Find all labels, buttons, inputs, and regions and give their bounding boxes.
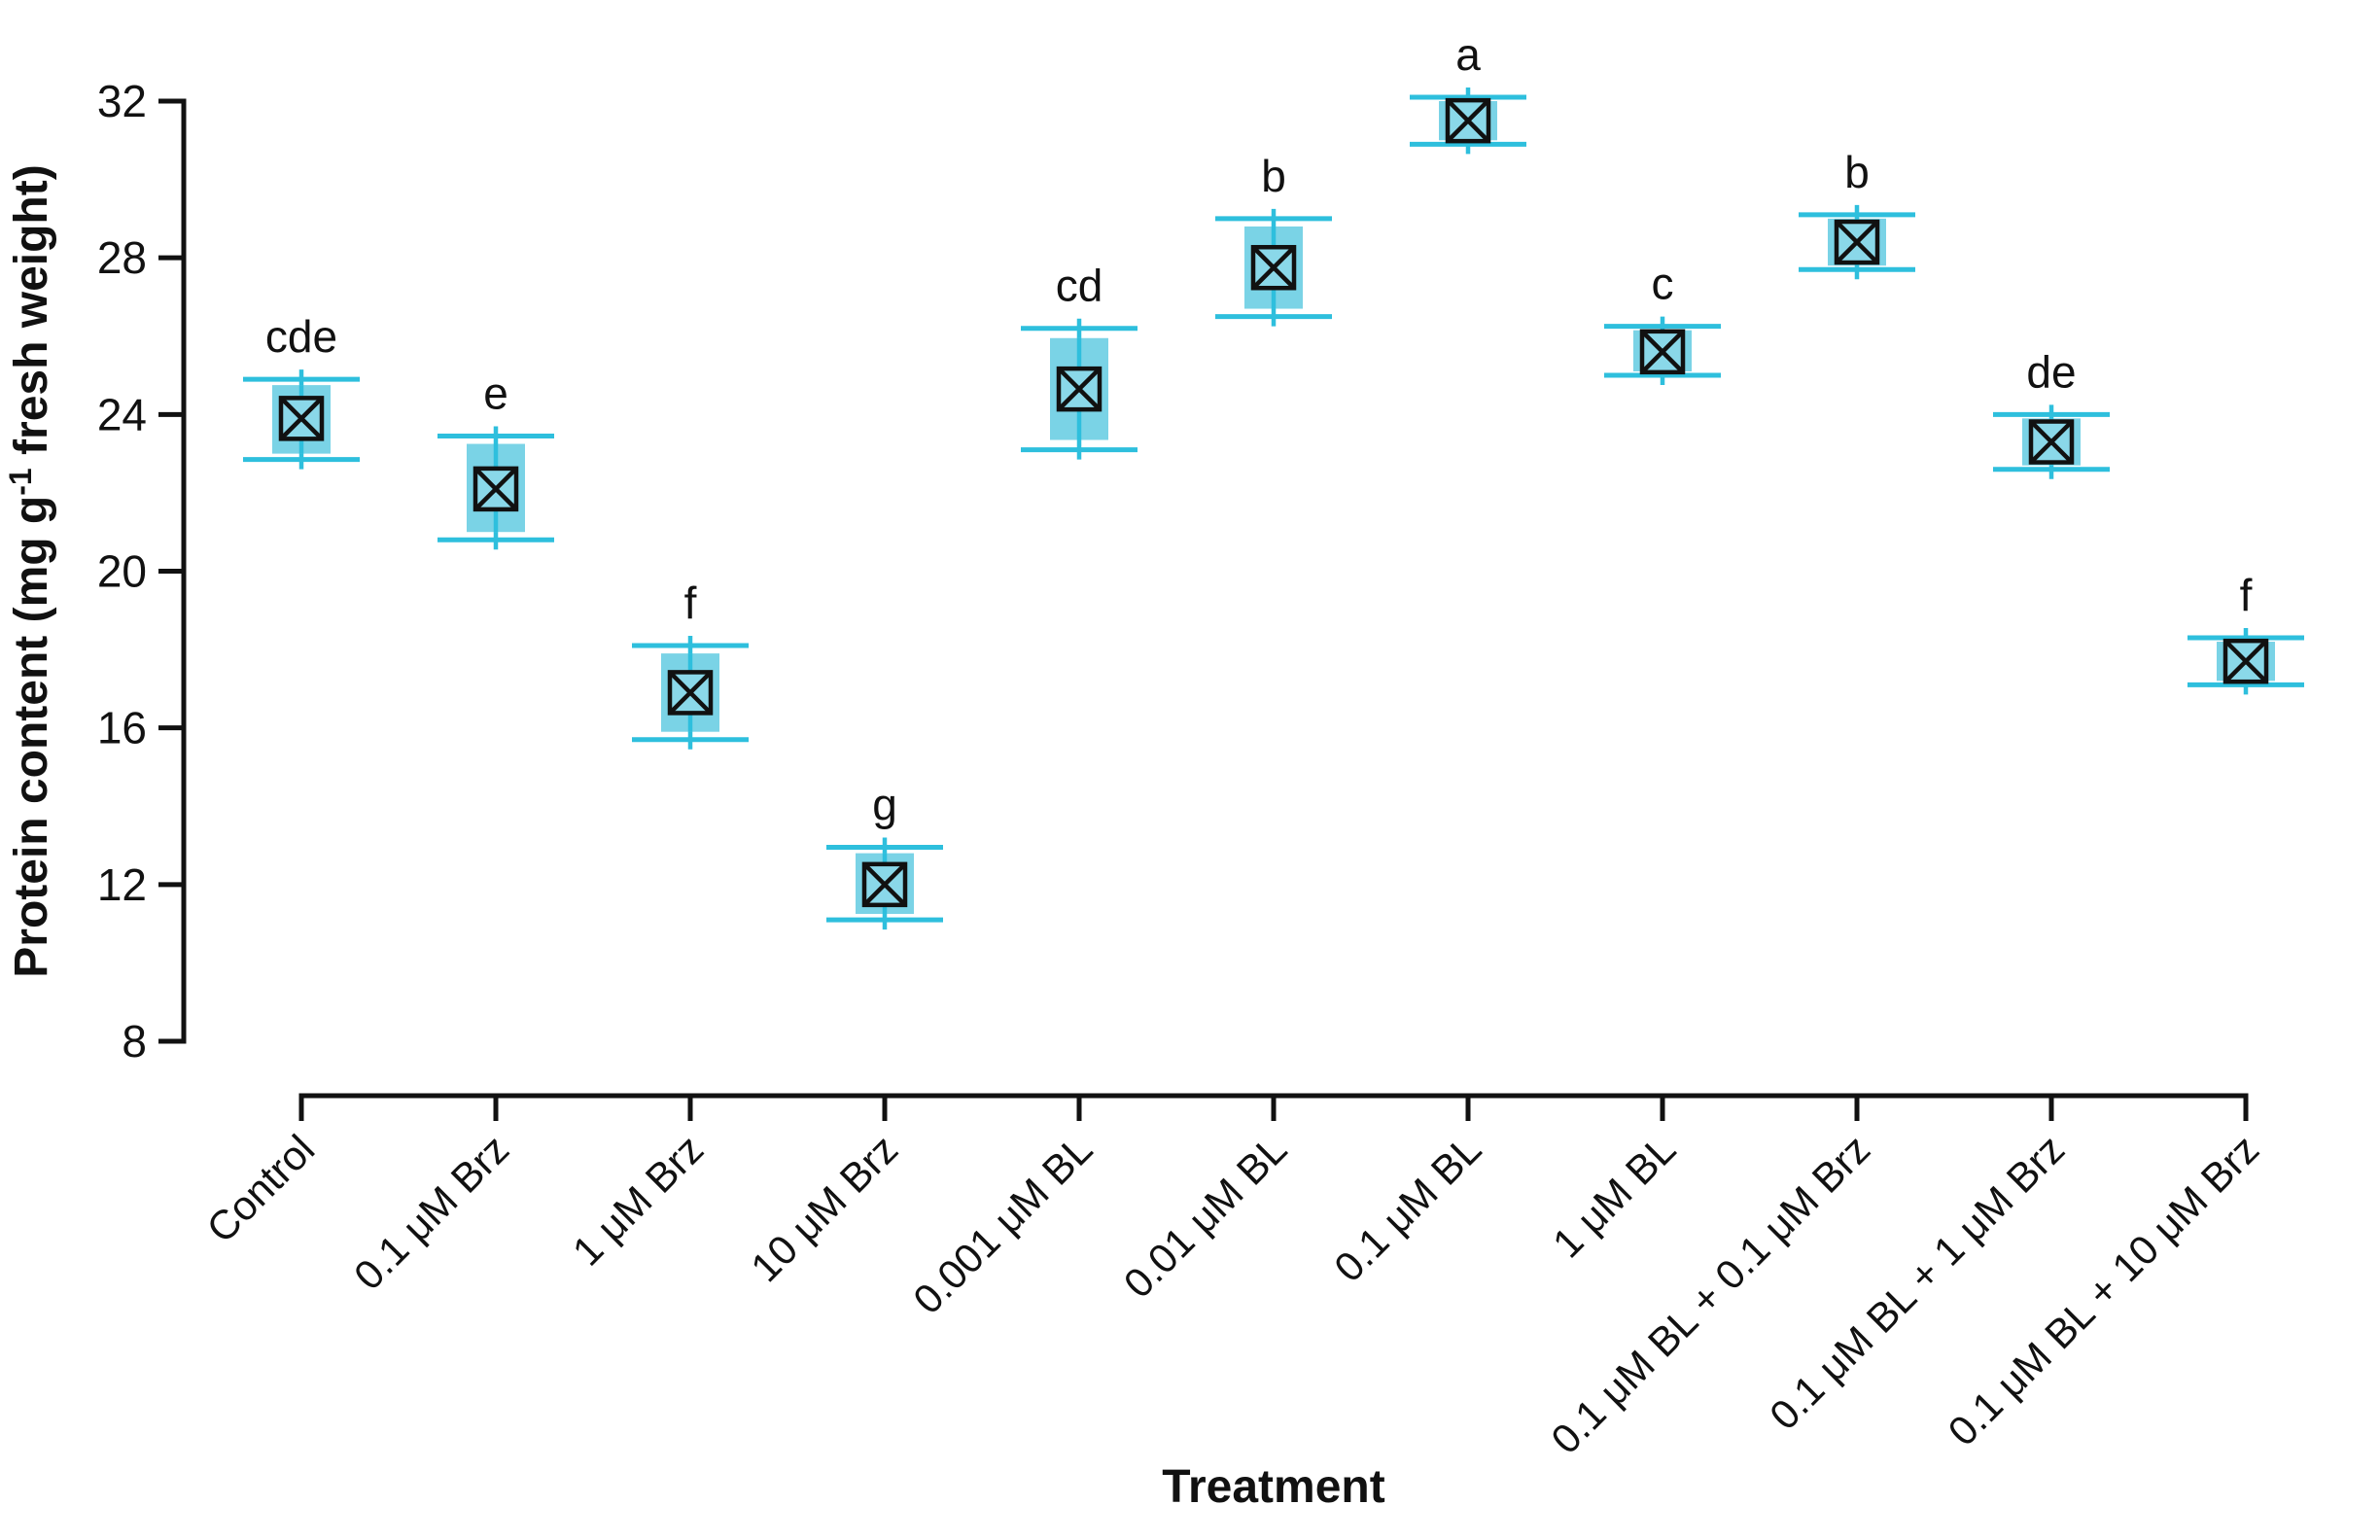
x-tick-label: 0.001 μM BL xyxy=(904,1126,1101,1322)
significance-letter: cd xyxy=(1056,261,1103,311)
marker-x-diagonal xyxy=(1446,98,1490,143)
x-tick-label: 0.1 μM BL + 10 μM Brz xyxy=(1939,1126,2267,1454)
significance-letter: b xyxy=(1261,151,1286,201)
marker-x-diagonal xyxy=(1251,245,1296,290)
y-tick-label: 20 xyxy=(97,546,147,597)
significance-letter: f xyxy=(2240,570,2253,620)
marker-x-diagonal xyxy=(2029,419,2074,465)
y-tick-label: 24 xyxy=(97,389,147,439)
significance-letter: b xyxy=(1844,147,1870,197)
y-tick-label: 28 xyxy=(97,232,147,283)
y-tick-label: 8 xyxy=(122,1016,147,1067)
marker-x-diagonal xyxy=(668,670,713,715)
significance-letter: f xyxy=(684,578,697,628)
x-tick-label: 0.1 μM BL + 0.1 μM Brz xyxy=(1542,1126,1878,1462)
significance-letter: cde xyxy=(265,311,337,362)
marker-x-diagonal xyxy=(473,467,518,511)
marker-x-diagonal xyxy=(1640,330,1685,374)
x-tick-label: Control xyxy=(197,1126,323,1251)
y-tick-label: 32 xyxy=(97,76,147,126)
y-tick-label: 12 xyxy=(97,859,147,910)
marker-x-diagonal xyxy=(2223,639,2268,683)
marker-x-diagonal xyxy=(1057,367,1102,411)
significance-letter: c xyxy=(1652,259,1674,309)
significance-letter: a xyxy=(1455,29,1481,80)
marker-x-diagonal xyxy=(279,396,324,440)
marker-x-diagonal xyxy=(1835,220,1879,264)
marker-x-diagonal xyxy=(862,862,907,907)
x-tick-label: 10 μM Brz xyxy=(742,1126,906,1290)
y-axis-title: Protein content (mg g-1 fresh weight) xyxy=(3,164,57,977)
x-tick-label: 0.1 μM Brz xyxy=(345,1126,517,1298)
x-axis-title: Treatment xyxy=(1162,1461,1384,1513)
x-tick-label: 0.01 μM BL xyxy=(1115,1126,1296,1307)
significance-letter: de xyxy=(2026,346,2076,397)
y-tick-label: 16 xyxy=(97,703,147,753)
significance-letter: g xyxy=(872,780,897,830)
x-tick-label: 1 μM BL xyxy=(1544,1126,1684,1266)
x-tick-label: 1 μM Brz xyxy=(564,1126,713,1275)
x-tick-label: 0.1 μM BL xyxy=(1325,1126,1489,1290)
significance-letter: e xyxy=(483,368,508,418)
